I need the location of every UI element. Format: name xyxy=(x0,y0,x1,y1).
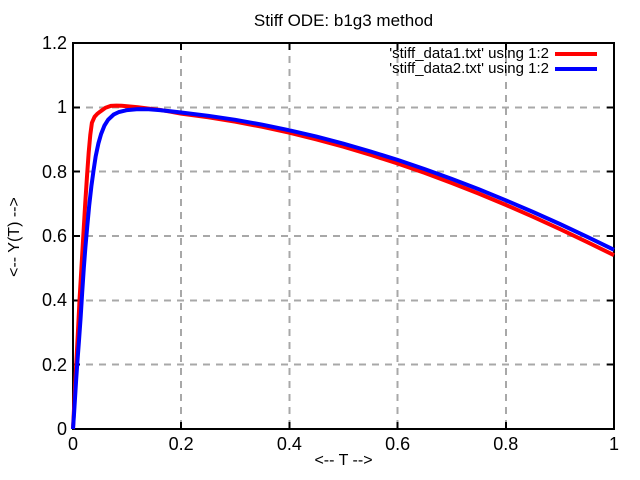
x-tick-label: 0 xyxy=(67,434,78,454)
y-tick-label: 1.2 xyxy=(41,33,67,53)
y-tick-label: 0.6 xyxy=(41,226,67,246)
legend: 'stiff_data1.txt' using 1:2 'stiff_data2… xyxy=(389,46,597,76)
curve-series-1 xyxy=(71,107,615,430)
x-tick-label: 0.2 xyxy=(168,434,194,454)
legend-entry-stiff-data2: 'stiff_data2.txt' using 1:2 xyxy=(389,61,597,76)
legend-label-stiff-data2: 'stiff_data2.txt' using 1:2 xyxy=(389,60,549,77)
legend-line-sample-red xyxy=(555,51,597,56)
plot-border xyxy=(72,42,615,430)
curve-series-0 xyxy=(71,103,615,430)
y-tick-label: 0 xyxy=(56,419,67,439)
x-axis-label: <-- T --> xyxy=(314,452,373,469)
legend-entry-stiff-data1: 'stiff_data1.txt' using 1:2 xyxy=(389,46,597,61)
legend-label-stiff-data1: 'stiff_data1.txt' using 1:2 xyxy=(389,45,549,62)
y-tick-label: 1 xyxy=(56,97,67,118)
y-tick-label: 0.8 xyxy=(41,161,67,182)
chart-title: Stiff ODE: b1g3 method xyxy=(253,11,434,30)
x-tick-label: 1 xyxy=(608,434,619,454)
x-tick-label: 0.8 xyxy=(493,434,519,454)
legend-line-sample-blue xyxy=(555,66,597,71)
x-tick-label: 0.4 xyxy=(276,434,302,454)
y-tick-label: 0.2 xyxy=(41,354,67,375)
x-tick-label: 0.6 xyxy=(385,434,411,454)
y-tick-label: 0.4 xyxy=(41,290,67,311)
